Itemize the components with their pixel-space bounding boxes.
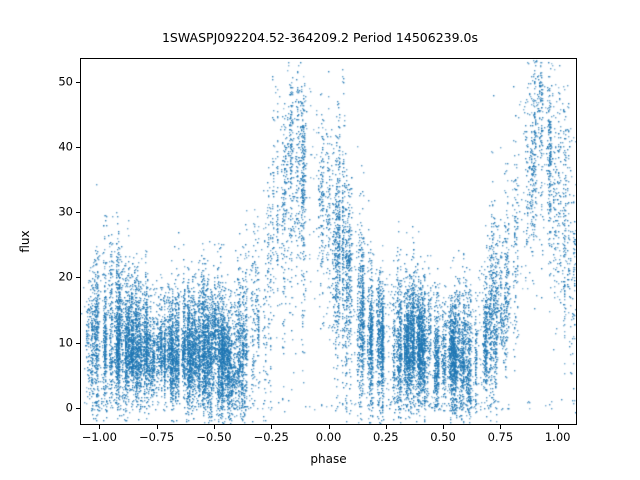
y-tick-mark <box>76 212 80 214</box>
y-tick-label: 40 <box>58 139 73 154</box>
x-tick-label: −0.75 <box>139 430 175 444</box>
x-tick-mark <box>385 425 387 429</box>
scatter-plot-canvas <box>81 59 576 424</box>
x-tick-label: −1.00 <box>81 430 117 444</box>
x-tick-mark <box>156 425 158 429</box>
y-tick-label: 30 <box>58 204 73 219</box>
x-axis-tick-labels: −1.00 −0.75 −0.50 −0.25 0.00 0.25 0.50 0.75 1.00 <box>80 430 577 452</box>
x-tick-mark <box>213 425 215 429</box>
x-tick-mark <box>328 425 330 429</box>
y-tick-mark <box>76 342 80 344</box>
y-tick-mark <box>76 81 80 83</box>
plot-axes <box>80 58 577 425</box>
y-axis-label: flux <box>18 230 32 253</box>
x-tick-label: −0.50 <box>196 430 232 444</box>
y-tick-label: 0 <box>65 399 73 414</box>
y-tick-mark <box>76 146 80 148</box>
y-tick-label: 50 <box>58 74 73 89</box>
x-tick-mark <box>271 425 273 429</box>
x-tick-label: 0.25 <box>372 430 399 444</box>
y-tick-mark <box>76 277 80 279</box>
y-tick-label: 10 <box>58 334 73 349</box>
page-title: 1SWASPJ092204.52-364209.2 Period 1450623… <box>161 30 478 45</box>
x-tick-label: 0.75 <box>487 430 514 444</box>
y-axis-tick-labels: 0 10 20 30 40 50 <box>28 58 73 425</box>
x-axis-label: phase <box>310 452 347 466</box>
y-tick-mark <box>76 407 80 409</box>
y-tick-label: 20 <box>58 269 73 284</box>
x-tick-mark <box>443 425 445 429</box>
x-tick-mark <box>500 425 502 429</box>
x-tick-mark <box>557 425 559 429</box>
x-tick-label: −0.25 <box>253 430 289 444</box>
x-tick-label: 1.00 <box>544 430 571 444</box>
x-tick-label: 0.50 <box>430 430 456 444</box>
x-tick-mark <box>99 425 101 429</box>
x-tick-label: 0.00 <box>315 430 342 444</box>
